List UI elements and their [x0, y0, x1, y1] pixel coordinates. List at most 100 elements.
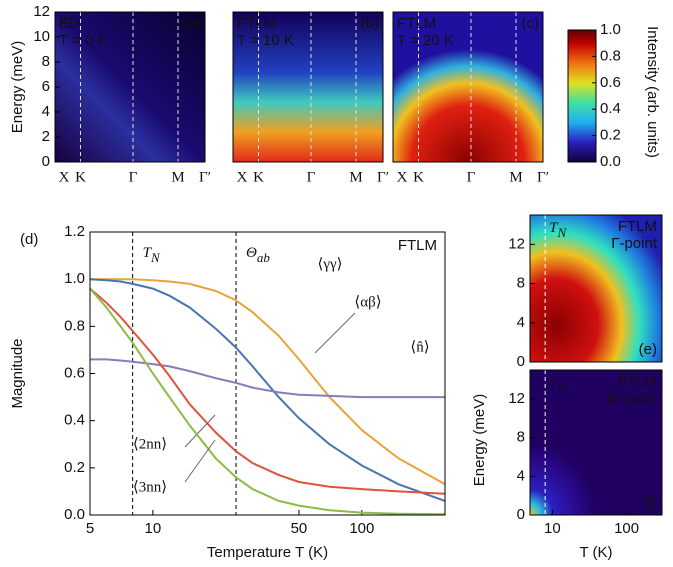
x-tick-label: Γ [129, 169, 138, 185]
series-label: ⟨3nn⟩ [133, 479, 167, 495]
colorbar-tick-label: 0.2 [600, 127, 621, 144]
x-tick-label: X [59, 169, 70, 185]
label-main: T [549, 220, 559, 236]
leader-line [184, 414, 216, 448]
colorbar-label: Intensity (arb. units) [644, 26, 661, 158]
series-label: ⟨2nn⟩ [133, 436, 167, 452]
colorbar-tick-label: 0.4 [600, 100, 621, 117]
y-tick-label: 12 [33, 3, 50, 20]
y-tick-label: 0.6 [64, 364, 85, 381]
y-tick-label: 4 [517, 467, 525, 484]
y-tick-label: 0.2 [64, 459, 85, 476]
y-tick-label: 0.0 [64, 506, 85, 523]
x-tick-label: Γ [467, 169, 476, 185]
panel-title: FTLM [618, 218, 657, 235]
heatmap-image [530, 370, 662, 515]
x-tick-label: 10 [544, 520, 561, 537]
panel-label: (d) [20, 231, 38, 248]
x-tick-label: Γ [307, 169, 316, 185]
italic-label: Θab [246, 245, 270, 265]
label-main: Θ [246, 245, 257, 261]
series-label: ⟨αβ⟩ [354, 294, 381, 310]
panel-subtitle: T = 0 K [59, 32, 108, 49]
panel-title: FTLM [237, 15, 276, 32]
panel-subtitle: T = 20 K [397, 32, 454, 49]
y-tick-label: 12 [508, 235, 525, 252]
y-tick-label: 6 [42, 78, 50, 95]
x-tick-label: K [253, 169, 264, 185]
panel-subtitle: Γ-point [611, 235, 658, 252]
y-tick-label: 0.8 [64, 317, 85, 334]
panel-label: (a) [183, 15, 201, 32]
y-axis-label: Magnitude [9, 338, 26, 408]
y-axis-label: Energy (meV) [9, 41, 26, 134]
panel-subtitle: T = 10 K [237, 32, 294, 49]
y-tick-label: 0 [517, 506, 525, 523]
y-tick-label: 2 [42, 128, 50, 145]
y-tick-label: 12 [508, 390, 525, 407]
y-tick-label: 0 [42, 153, 50, 170]
italic-label: TN [549, 220, 567, 240]
colorbar-tick-label: 0.6 [600, 74, 621, 91]
x-tick-label: 50 [291, 520, 308, 537]
y-tick-label: 4 [517, 314, 525, 331]
series-label: ⟨γγ⟩ [318, 256, 343, 272]
x-tick-label: 5 [86, 520, 94, 537]
panel-label: (e) [639, 341, 657, 358]
x-axis-label: T (K) [579, 544, 612, 561]
label-sub: N [556, 225, 567, 240]
x-tick-label: K [413, 169, 424, 185]
label-sub: ab [257, 250, 271, 265]
x-tick-label: X [397, 169, 408, 185]
frame [529, 369, 663, 516]
panel-title: FTLM [397, 15, 436, 32]
italic-label: TN [143, 245, 161, 265]
y-tick-label: 8 [517, 275, 525, 292]
y-tick-label: 8 [517, 429, 525, 446]
y-tick-label: 8 [42, 53, 50, 70]
series-line [89, 278, 446, 502]
y-tick-label: 1.0 [64, 270, 85, 287]
x-tick-label: M [349, 169, 362, 185]
leader-line [314, 312, 356, 354]
label-sub: N [150, 250, 161, 265]
label-main: T [143, 245, 153, 261]
series-line [90, 358, 445, 399]
colorbar-tick-label: 0.8 [600, 47, 621, 64]
series-line [89, 287, 446, 495]
x-tick-label: 100 [614, 520, 639, 537]
y-tick-label: 0.4 [64, 412, 85, 429]
x-tick-label: K [75, 169, 86, 185]
panel-subtitle: M-point [607, 390, 658, 407]
colorbar [567, 29, 597, 163]
x-tick-label: M [171, 169, 184, 185]
x-tick-label: Γ′ [537, 169, 549, 185]
panel-label: (f) [643, 494, 657, 511]
series-line [89, 287, 446, 516]
frame [392, 11, 544, 163]
frame [529, 214, 663, 363]
annotation: FTLM [398, 237, 437, 254]
y-tick-label: 1.2 [64, 223, 85, 240]
panel-title: FTLM [618, 373, 657, 390]
x-tick-label: Γ′ [199, 169, 211, 185]
panel-label: (c) [522, 15, 540, 32]
series-label: ⟨n̂⟩ [410, 339, 429, 355]
x-tick-label: X [237, 169, 248, 185]
series-line [90, 278, 446, 486]
colorbar-tick-label: 1.0 [600, 21, 621, 38]
panel-title: ED [59, 15, 80, 32]
y-tick-label: 10 [33, 28, 50, 45]
italic-label: TN [549, 375, 567, 395]
label-main: T [549, 375, 559, 391]
x-tick-label: Γ′ [377, 169, 389, 185]
frame [232, 11, 384, 163]
heatmap-image [530, 215, 662, 362]
x-tick-label: 100 [349, 520, 374, 537]
x-tick-label: 10 [145, 520, 162, 537]
y-tick-label: 4 [42, 103, 50, 120]
x-tick-label: M [509, 169, 522, 185]
panel-label: (b) [361, 15, 379, 32]
frame [89, 231, 446, 516]
